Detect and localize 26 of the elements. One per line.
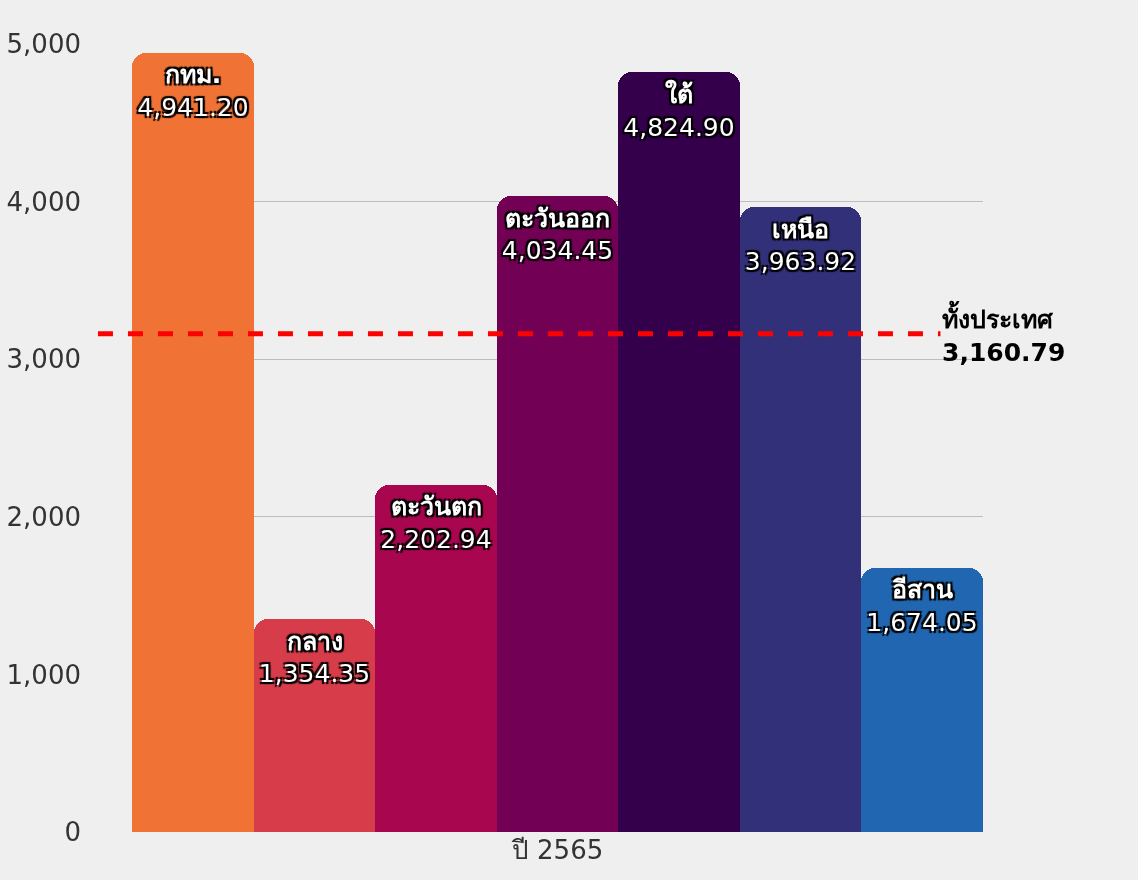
series-label: อีสาน xyxy=(891,575,953,605)
bar xyxy=(497,196,618,832)
series-label: กทม. xyxy=(164,60,222,90)
data-label: 4,824.90 xyxy=(623,112,735,142)
bar xyxy=(618,72,740,832)
data-label: 4,034.45 xyxy=(501,236,614,266)
data-label: 1,674.05 xyxy=(866,607,978,637)
y-tick-label: 2,000 xyxy=(6,501,81,532)
y-tick-label: 0 xyxy=(64,817,81,848)
y-tick-label: 3,000 xyxy=(6,344,81,375)
series-label: เหนือ xyxy=(772,214,829,244)
y-tick-label: 4,000 xyxy=(6,186,81,217)
bar xyxy=(740,207,861,832)
bar xyxy=(132,53,254,832)
ref-line-label: ทั้งประเทศ 3,160.79 xyxy=(942,300,1066,367)
series-label: ตะวันออก xyxy=(505,203,610,233)
data-label: 3,963.92 xyxy=(744,247,857,277)
y-tick-label: 5,000 xyxy=(6,29,81,60)
y-tick-label: 1,000 xyxy=(6,659,81,690)
data-label: 4,941.20 xyxy=(137,92,249,122)
data-label: 2,202.94 xyxy=(380,524,492,554)
x-tick-label: ปี 2565 xyxy=(510,835,604,865)
series-label: ตะวันตก xyxy=(390,492,482,522)
series-label: กลาง xyxy=(286,626,343,656)
data-label: 1,354.35 xyxy=(258,659,371,689)
series-label: ใต้ xyxy=(665,79,693,110)
